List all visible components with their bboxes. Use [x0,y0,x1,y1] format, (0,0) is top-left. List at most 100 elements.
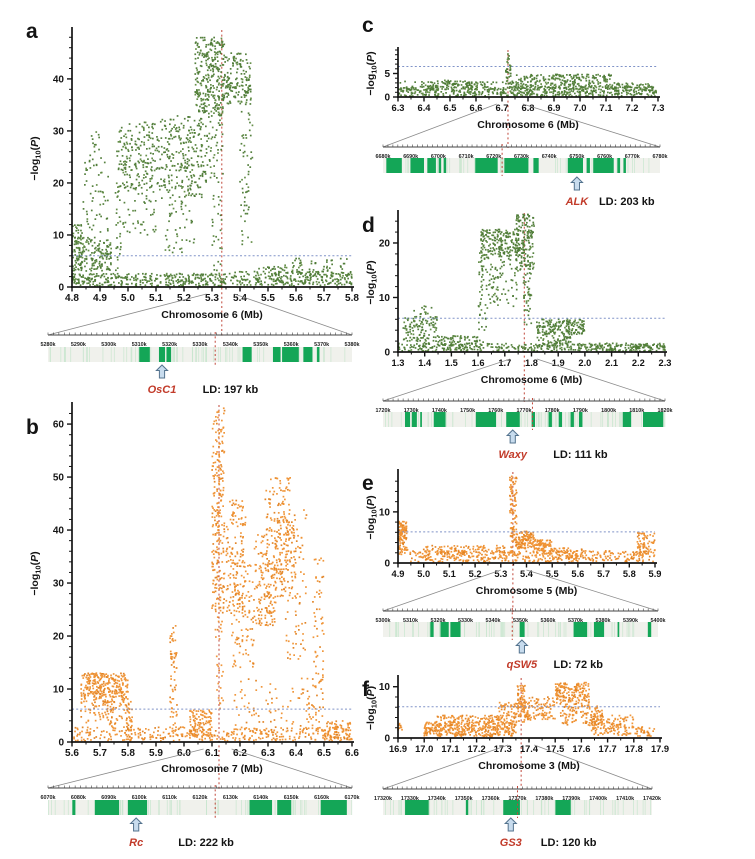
panel-a-x-tick-label: 5.5 [261,293,275,304]
panel-a-x-tick-label: 5.1 [149,293,163,304]
panel-b-x-tick-label: 5.7 [93,748,107,759]
panel-e-axes [397,469,657,564]
panel-a-x-tick-label: 4.9 [93,293,107,304]
panel-e-x-tick-label: 5.1 [443,569,456,579]
panel-a-x-tick-label: 5.8 [345,293,359,304]
panel-a-track-tick-label: 5290k [71,342,86,348]
panel-a: 0 10 20 30 40 −log10(P) 4.8 4.9 5.0 5.1 5.2 5.3 5.4 5… [26,20,360,396]
panel-b-ld-label: LD: 222 kb [178,837,234,849]
panel-c-zoom-funnel [382,103,661,148]
panel-f-x-tick-label: 17.5 [546,744,564,754]
panel-b-track-tick-label: 6170k [345,795,360,801]
panel-letter-c: c [362,14,374,37]
panel-c-gene-track: 6680k 6690k 6700k 6710k 6720k 6730k 6740k 6750k… [376,144,668,176]
panel-b-track-tick-label: 6120k [193,795,208,801]
panel-d-x-tick-label: 1.4 [418,358,432,368]
panel-c-gene-arrow-icon [570,176,584,191]
panel-d-track-tick-label: 1790k [573,408,588,414]
panel-d-gene-label: Waxy [498,449,527,461]
panel-b-y-tick-label: 60 [53,420,65,431]
panel-e-track-tick-label: 5380k [596,618,611,624]
panel-f-y-ticks [393,686,398,739]
panel-a-track-tick-label: 5310k [132,342,147,348]
panel-b-zoom-funnel [47,748,353,789]
panel-d-points [397,213,666,353]
panel-a-x-axis-title: Chromosome 6 (Mb) [161,309,263,321]
panel-a-points [71,36,353,287]
panel-f-gene-track: 17320k 17330k 17340k 17350k 17360k 17370k 1738… [374,786,661,818]
panel-d-x-tick-label: 1.8 [525,358,538,368]
panel-c-x-tick-label: 7.0 [574,103,587,113]
panel-c-track-tick-label: 6750k [569,154,584,160]
panel-d-track-tick-label: 1750k [460,408,475,414]
panel-f-x-tick-label: 17.4 [520,744,539,754]
panel-a-track-tick-label: 5360k [284,342,299,348]
panel-b-y-tick-label: 50 [53,473,65,484]
panel-d-y-tick-label: 10 [379,293,391,304]
panel-d-x-tick-label: 2.1 [605,358,618,368]
panel-f-x-tick-label: 17.1 [441,744,459,754]
panel-e-x-tick-label: 5.0 [417,569,430,579]
panel-b-track-tick-label: 6070k [41,795,56,801]
panel-c-y-tick-label: 5 [384,69,390,80]
panel-f-gene-arrow-icon [503,817,518,832]
panel-c-track-tick-label: 6730k [514,154,529,160]
panel-c-track-tick-label: 6720k [486,154,501,160]
panel-f-track-tick-label: 17400k [589,796,607,802]
panel-c-x-ticks [397,97,659,102]
panel-d-x-tick-label: 1.5 [445,358,458,368]
panel-d-track-tick-label: 1740k [432,408,447,414]
panel-b-x-tick-label: 5.9 [149,748,163,759]
panel-b-track-tick-label: 6140k [253,795,268,801]
panel-b-y-tick-label: 40 [53,526,65,537]
panel-d-track-tick-label: 1780k [545,408,560,414]
panel-d-x-tick-label: 2.3 [659,358,672,368]
panel-f-x-ticks [397,738,661,743]
panel-d: 0 10 20−log10(P) 1.3 1.4 1.5 1.6 1.7 1.8 1.9 2.0 2.… [362,210,673,461]
panel-a-track-tick-label: 5380k [345,342,360,348]
panel-e-track-tick-label: 5340k [486,618,501,624]
panel-c-track-tick-label: 6700k [431,154,446,160]
panel-e-track-tick-label: 5360k [541,618,556,624]
panel-e-track-tick-label: 5350k [513,618,528,624]
panel-f-track-tick-label: 17380k [535,796,553,802]
panel-b-track-tick-label: 6090k [101,795,116,801]
panel-b-gene-arrow-icon [129,817,143,832]
panel-e-track-tick-label: 5320k [431,618,446,624]
panel-e-x-tick-label: 5.2 [469,569,482,579]
panel-e-gene-label: qSW5 [507,659,538,671]
panel-e-zoom-funnel [382,569,659,612]
panel-b-y-axis-title: −log10(P) [29,551,43,595]
panel-e-y-axis-title: −log10(P) [365,495,379,539]
panel-c-y-ticks [393,49,398,98]
panel-f-x-tick-label: 17.8 [625,744,643,754]
panel-e-track-tick-label: 5330k [458,618,473,624]
panel-c-x-tick-label: 6.8 [522,103,535,113]
panel-a-x-tick-label: 5.3 [205,293,219,304]
panel-e-track-tick-label: 5300k [376,618,391,624]
panel-f-track-tick-label: 17420k [643,796,661,802]
panel-b-x-tick-label: 5.6 [65,748,79,759]
panel-c-x-tick-label: 6.6 [470,103,483,113]
panel-f-track-tick-label: 17360k [482,796,500,802]
panel-e-track-tick-label: 5370k [568,618,583,624]
panel-c-points [397,53,657,98]
panel-b-x-tick-label: 6.6 [345,748,359,759]
panel-f-x-tick-label: 17.6 [572,744,590,754]
panel-c-track-tick-label: 6760k [597,154,612,160]
panel-b-track-tick-label: 6100k [132,795,147,801]
panel-a-y-axis-title: −log10(P) [29,136,43,180]
panel-a-y-ticks [67,36,72,288]
panel-c-y-tick-label: 0 [384,93,390,104]
panel-f-y-tick-label: 0 [384,734,390,745]
panel-b-gene-track: 6070k 6080k 6090k 6100k 6110k 6120k 6130k 6140k… [41,785,360,818]
panel-d-x-ticks [397,352,666,357]
panel-d-x-tick-label: 2.0 [578,358,591,368]
panel-d-x-tick-label: 2.2 [632,358,645,368]
panel-a-gene-arrow-icon [155,364,169,379]
panel-b-track-tick-label: 6160k [314,795,329,801]
panel-a-track-tick-label: 5370k [314,342,329,348]
panel-b-y-ticks [67,412,72,743]
